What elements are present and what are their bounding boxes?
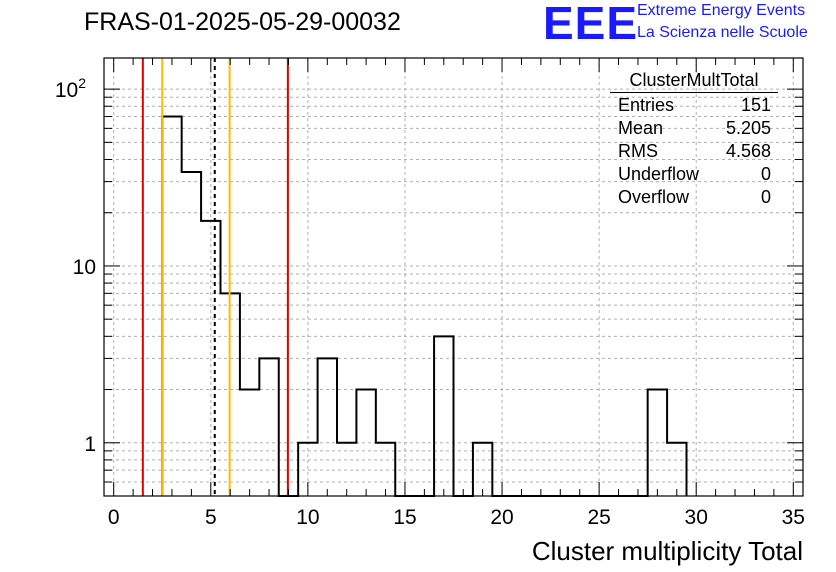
eee-logo: EEE [543,0,639,49]
stats-value: 0 [760,187,771,207]
stats-label: Overflow [618,187,690,207]
stats-row-rms: RMS 4.568 [610,140,778,163]
x-tick-label: 25 [587,506,610,529]
stats-box: ClusterMultTotal Entries 151 Mean 5.205 … [610,70,778,209]
stats-label: Entries [618,95,675,115]
x-tick-label: 15 [393,506,416,529]
stats-title: ClusterMultTotal [610,70,778,93]
y-tick-label: 102 [55,75,86,102]
x-tick-label: 30 [685,506,708,529]
plot-frame [103,57,804,497]
x-tick-label: 35 [782,506,805,529]
y-tick-label: 10 [73,256,96,279]
x-tick-label: 0 [108,506,120,529]
stats-value: 151 [740,95,771,115]
stats-row-mean: Mean 5.205 [610,117,778,140]
x-tick-label: 20 [490,506,513,529]
logo-line-1: Extreme Energy Events [637,2,806,19]
x-axis-title: Cluster multiplicity Total [532,536,803,566]
x-tick-label: 10 [296,506,319,529]
y-tick-label: 1 [84,433,96,456]
stats-value: 4.568 [725,141,771,161]
stats-value: 0 [760,164,771,184]
stats-label: RMS [618,141,658,161]
stats-value: 5.205 [725,118,771,138]
stats-row-underflow: Underflow 0 [610,163,778,186]
chart-title: FRAS-01-2025-05-29-00032 [84,8,401,36]
stats-label: Underflow [618,164,700,184]
stats-label: Mean [618,118,664,138]
stats-row-entries: Entries 151 [610,94,778,117]
logo-line-2: La Scienza nelle Scuole [637,24,808,41]
stats-row-overflow: Overflow 0 [610,186,778,209]
histogram-outline [161,115,688,497]
x-tick-label: 5 [205,506,217,529]
